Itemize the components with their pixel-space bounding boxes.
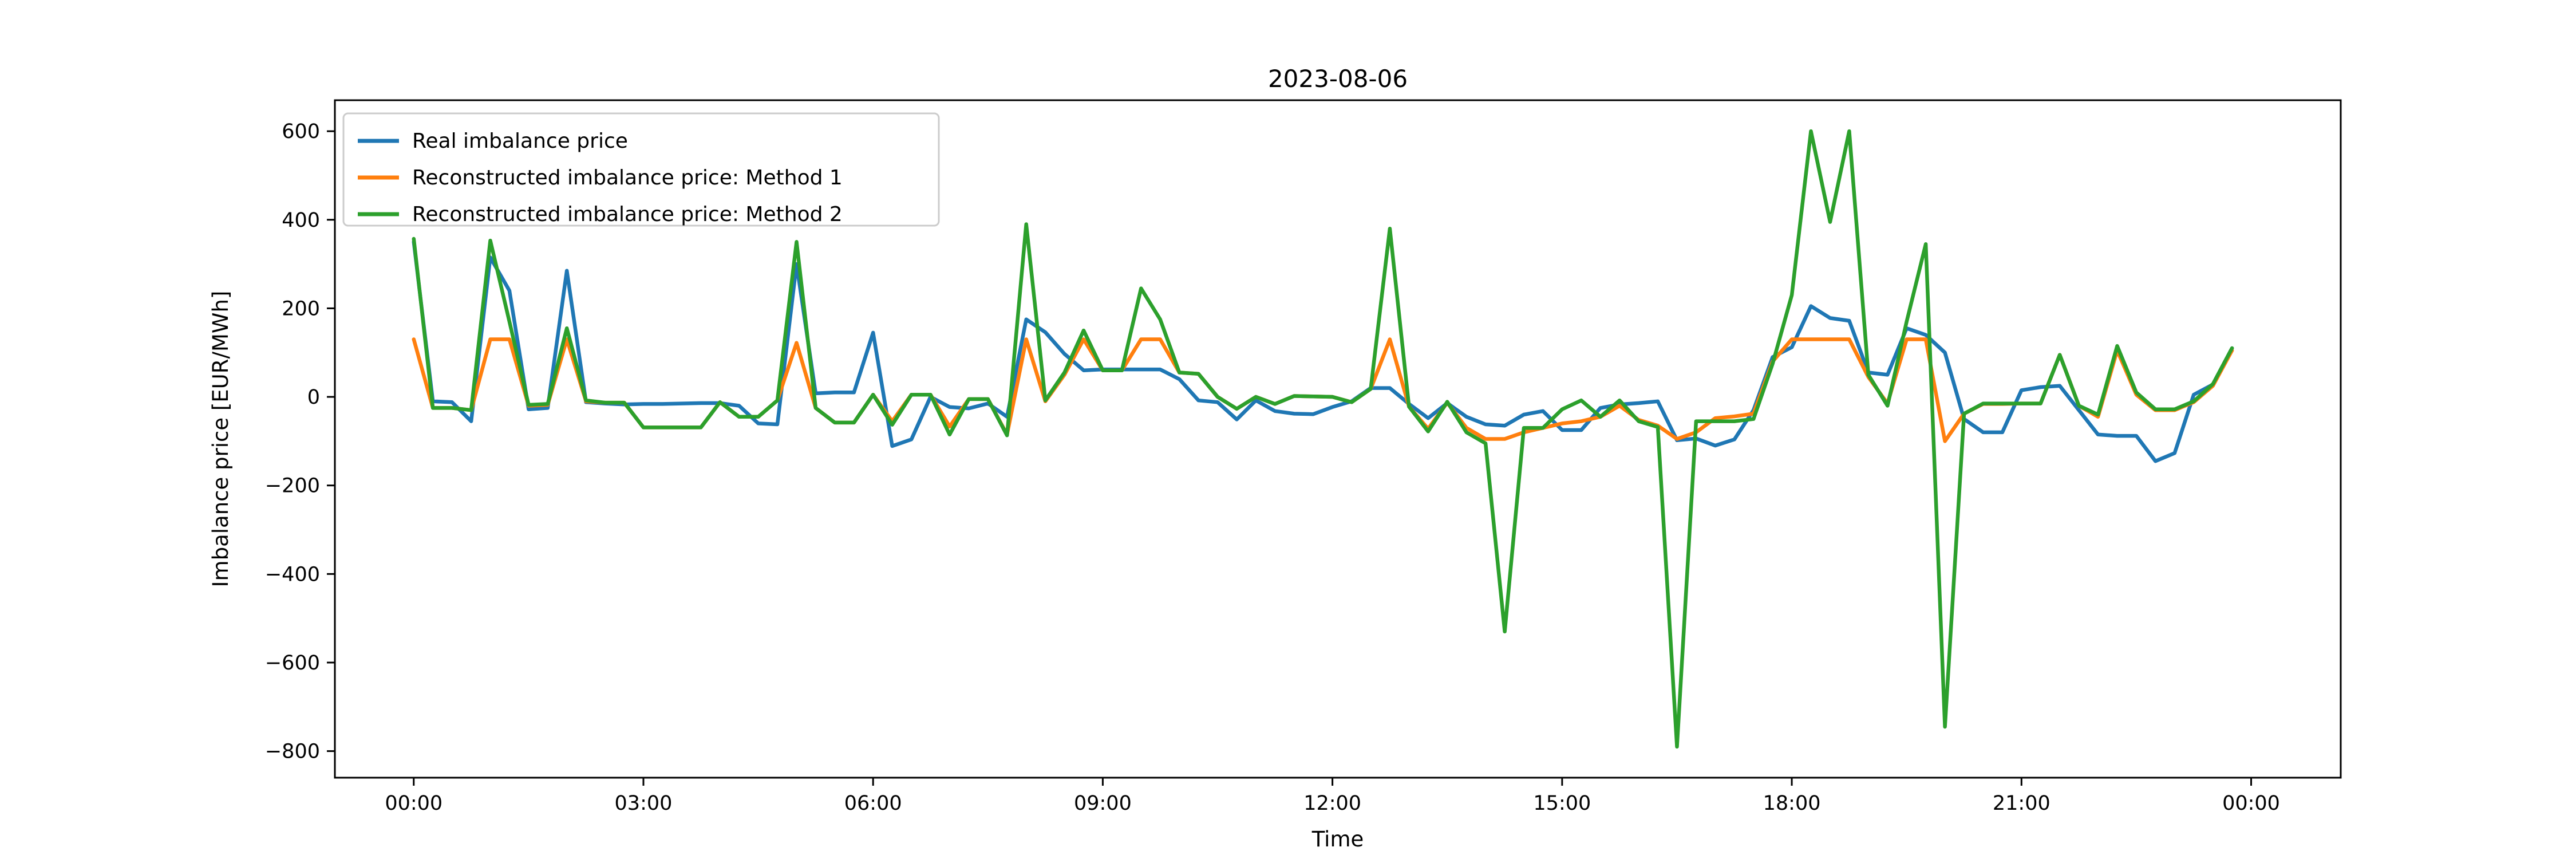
- x-tick-label: 06:00: [844, 792, 902, 815]
- y-tick-label: −400: [265, 563, 320, 586]
- legend-label: Reconstructed imbalance price: Method 1: [412, 166, 843, 190]
- y-tick-label: 200: [282, 297, 320, 320]
- legend-label: Real imbalance price: [412, 129, 628, 153]
- y-tick-label: −800: [265, 740, 320, 763]
- x-tick-label: 21:00: [1993, 792, 2050, 815]
- x-tick-label: 00:00: [385, 792, 442, 815]
- legend-item: Reconstructed imbalance price: Method 1: [358, 166, 843, 190]
- y-tick-label: −600: [265, 652, 320, 675]
- legend-item: Real imbalance price: [358, 129, 628, 153]
- x-tick-label: 15:00: [1533, 792, 1591, 815]
- x-axis: 00:00 03:00 06:00 09:00 12:00 15:00 18:00 21:00…: [385, 778, 2280, 815]
- plot-area-border: [334, 99, 2342, 779]
- y-tick-label: 0: [307, 386, 320, 409]
- series-group: [412, 129, 2234, 749]
- y-tick-label: −200: [265, 475, 320, 498]
- x-tick-label: 03:00: [615, 792, 673, 815]
- chart-title: 2023-08-06: [1268, 65, 1408, 93]
- legend: Real imbalance price Reconstructed imbala…: [342, 112, 940, 227]
- x-tick-label: 12:00: [1303, 792, 1361, 815]
- y-tick-label: 400: [282, 209, 320, 232]
- legend-label: Reconstructed imbalance price: Method 2: [412, 203, 843, 226]
- y-axis: 600 400 200 0 −200 −400 −600 −800: [265, 120, 335, 763]
- legend-box: [342, 112, 940, 227]
- x-axis-label: Time: [1311, 827, 1364, 852]
- x-tick-label: 00:00: [2222, 792, 2280, 815]
- x-tick-label: 09:00: [1074, 792, 1132, 815]
- x-tick-label: 18:00: [1763, 792, 1821, 815]
- legend-item: Reconstructed imbalance price: Method 2: [358, 203, 843, 226]
- series-reconstructed-imbalance-price-method-2: [412, 129, 2234, 749]
- y-axis-label: Imbalance price [EUR/MWh]: [208, 291, 233, 588]
- y-tick-label: 600: [282, 120, 320, 143]
